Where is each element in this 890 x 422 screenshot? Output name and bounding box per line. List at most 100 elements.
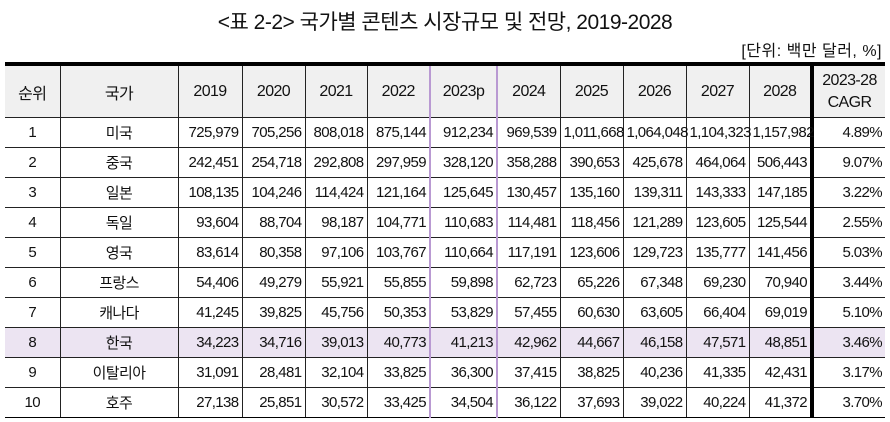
value-cell: 53,829 xyxy=(429,297,498,328)
column-header: 2028 xyxy=(748,63,814,118)
value-cell: 50,353 xyxy=(366,297,431,328)
value-cell: 67,348 xyxy=(622,267,687,298)
value-cell: 143,333 xyxy=(685,177,750,208)
value-cell: 125,645 xyxy=(429,177,498,208)
value-cell: 47,571 xyxy=(685,327,750,358)
value-cell: 36,122 xyxy=(496,387,561,418)
value-cell: 93,604 xyxy=(177,207,243,238)
value-cell: 808,018 xyxy=(304,117,368,148)
value-cell: 121,164 xyxy=(366,177,431,208)
value-cell: 242,451 xyxy=(177,147,243,178)
value-cell: 123,605 xyxy=(685,207,750,238)
country-cell: 캐나다 xyxy=(59,297,179,328)
value-cell: 254,718 xyxy=(241,147,306,178)
market-size-table: 순위 국가 2019 2020 2021 2022 2023p 2024 2025 2026 202… xyxy=(5,62,885,418)
value-cell: 39,825 xyxy=(241,297,306,328)
column-header: 2026 xyxy=(622,63,687,118)
cagr-cell: 4.89% xyxy=(811,117,885,148)
cagr-header-line2: CAGR xyxy=(827,93,872,111)
value-cell: 70,940 xyxy=(748,267,814,298)
value-cell: 123,606 xyxy=(559,237,624,268)
value-cell: 139,311 xyxy=(622,177,687,208)
value-cell: 60,630 xyxy=(559,297,624,328)
country-cell: 호주 xyxy=(59,387,179,418)
value-cell: 135,160 xyxy=(559,177,624,208)
cagr-cell: 3.44% xyxy=(811,267,885,298)
value-cell: 33,425 xyxy=(366,387,431,418)
value-cell: 104,771 xyxy=(366,207,431,238)
value-cell: 32,104 xyxy=(304,357,368,388)
value-cell: 135,777 xyxy=(685,237,750,268)
rank-cell: 6 xyxy=(5,267,61,298)
value-cell: 104,246 xyxy=(241,177,306,208)
value-cell: 34,223 xyxy=(177,327,243,358)
table-row: 5 영국 83,614 80,358 97,106 103,767 110,664 117,1… xyxy=(5,237,885,268)
value-cell: 141,456 xyxy=(748,237,814,268)
value-cell: 969,539 xyxy=(496,117,561,148)
value-cell: 46,158 xyxy=(622,327,687,358)
value-cell: 42,962 xyxy=(496,327,561,358)
value-cell: 297,959 xyxy=(366,147,431,178)
table-row: 8 한국 34,223 34,716 39,013 40,773 41,213 42,962 4… xyxy=(5,327,885,358)
table-row: 9 이탈리아 31,091 28,481 32,104 33,825 36,300 37,41… xyxy=(5,357,885,388)
value-cell: 25,851 xyxy=(241,387,306,418)
value-cell: 57,455 xyxy=(496,297,561,328)
cagr-cell: 3.70% xyxy=(811,387,885,418)
value-cell: 40,224 xyxy=(685,387,750,418)
value-cell: 49,279 xyxy=(241,267,306,298)
value-cell: 117,191 xyxy=(496,237,561,268)
table-row: 7 캐나다 41,245 39,825 45,756 50,353 53,829 57,455… xyxy=(5,297,885,328)
rank-cell: 2 xyxy=(5,147,61,178)
value-cell: 464,064 xyxy=(685,147,750,178)
rank-cell: 7 xyxy=(5,297,61,328)
column-header: 2027 xyxy=(685,63,750,118)
table-row: 1 미국 725,979 705,256 808,018 875,144 912,234 96… xyxy=(5,117,885,148)
value-cell: 114,424 xyxy=(304,177,368,208)
value-cell: 62,723 xyxy=(496,267,561,298)
column-header-cagr: 2023-28 CAGR xyxy=(811,63,885,118)
country-cell: 일본 xyxy=(59,177,179,208)
value-cell: 65,226 xyxy=(559,267,624,298)
rank-cell: 5 xyxy=(5,237,61,268)
value-cell: 88,704 xyxy=(241,207,306,238)
value-cell: 66,404 xyxy=(685,297,750,328)
country-cell: 독일 xyxy=(59,207,179,238)
cagr-cell: 2.55% xyxy=(811,207,885,238)
value-cell: 80,358 xyxy=(241,237,306,268)
value-cell: 125,544 xyxy=(748,207,814,238)
rank-cell: 8 xyxy=(5,327,61,358)
table-row: 3 일본 108,135 104,246 114,424 121,164 125,645 13… xyxy=(5,177,885,208)
value-cell: 69,019 xyxy=(748,297,814,328)
rank-cell: 4 xyxy=(5,207,61,238)
cagr-cell: 5.10% xyxy=(811,297,885,328)
value-cell: 98,187 xyxy=(304,207,368,238)
cagr-cell: 5.03% xyxy=(811,237,885,268)
column-header: 국가 xyxy=(59,63,179,118)
column-header: 2023p xyxy=(429,63,498,118)
value-cell: 110,683 xyxy=(429,207,498,238)
value-cell: 103,767 xyxy=(366,237,431,268)
value-cell: 40,236 xyxy=(622,357,687,388)
value-cell: 114,481 xyxy=(496,207,561,238)
cagr-cell: 9.07% xyxy=(811,147,885,178)
table-row: 10 호주 27,138 25,851 30,572 33,425 34,504 36,122… xyxy=(5,387,885,418)
value-cell: 69,230 xyxy=(685,267,750,298)
value-cell: 39,022 xyxy=(622,387,687,418)
value-cell: 37,693 xyxy=(559,387,624,418)
value-cell: 55,855 xyxy=(366,267,431,298)
value-cell: 45,756 xyxy=(304,297,368,328)
value-cell: 42,431 xyxy=(748,357,814,388)
table-row: 6 프랑스 54,406 49,279 55,921 55,855 59,898 62,723… xyxy=(5,267,885,298)
country-cell: 미국 xyxy=(59,117,179,148)
value-cell: 1,157,982 xyxy=(748,117,814,148)
value-cell: 27,138 xyxy=(177,387,243,418)
value-cell: 59,898 xyxy=(429,267,498,298)
unit-note: [단위: 백만 달러, %] xyxy=(741,43,882,60)
value-cell: 41,213 xyxy=(429,327,498,358)
country-cell: 이탈리아 xyxy=(59,357,179,388)
value-cell: 506,443 xyxy=(748,147,814,178)
value-cell: 875,144 xyxy=(366,117,431,148)
value-cell: 34,716 xyxy=(241,327,306,358)
value-cell: 108,135 xyxy=(177,177,243,208)
country-cell: 한국 xyxy=(59,327,179,358)
